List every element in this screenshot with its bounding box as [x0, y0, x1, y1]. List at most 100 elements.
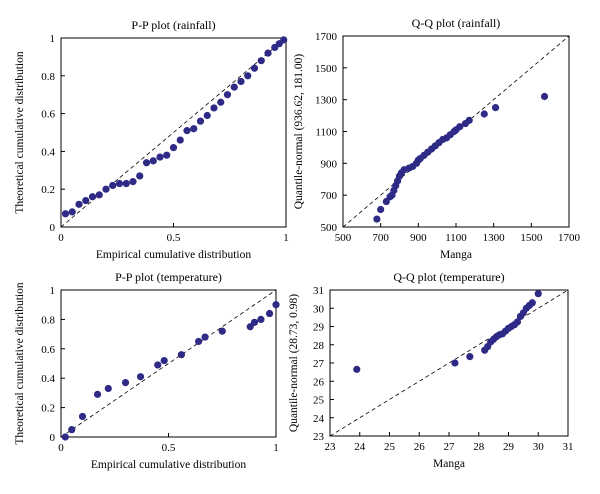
data-point	[149, 157, 157, 165]
data-point	[230, 83, 238, 91]
x-tick-label: 0.5	[167, 232, 181, 244]
y-axis-label: Quantile-normal (28.73, 0.98)	[288, 294, 300, 432]
data-point	[196, 117, 205, 125]
x-axis-label: Empirical cumulative distribution	[91, 459, 246, 471]
y-tick-label: 0.8	[41, 314, 55, 326]
data-point	[203, 111, 211, 120]
x-tick-label: 0.5	[162, 442, 176, 454]
data-point	[257, 315, 265, 323]
plot-frame	[60, 289, 277, 438]
data-point	[223, 91, 232, 99]
y-tick-label: 0.8	[41, 71, 55, 83]
data-point	[456, 123, 464, 131]
data-point	[195, 337, 203, 346]
x-axis-label: Empirical cumulative distribution	[96, 249, 251, 261]
x-tick-label: 29	[503, 441, 515, 453]
data-point	[466, 353, 474, 361]
chart-title: Q-Q plot (temperature)	[393, 270, 504, 284]
data-point	[210, 104, 218, 112]
data-point	[88, 193, 97, 201]
data-point	[244, 72, 252, 80]
data-point	[61, 210, 70, 218]
y-tick-label: 1300	[315, 95, 338, 107]
data-point	[190, 125, 198, 133]
x-tick-label: 23	[325, 441, 337, 453]
data-point	[142, 159, 151, 167]
chart-title: P-P plot (rainfall)	[131, 18, 215, 32]
data-point	[122, 179, 130, 188]
data-point	[183, 127, 191, 135]
data-point	[480, 110, 488, 118]
data-point	[160, 356, 168, 365]
y-tick-label: 900	[321, 158, 338, 170]
data-point	[61, 433, 69, 441]
y-tick-label: 0.4	[41, 146, 55, 158]
data-point	[280, 36, 288, 44]
x-tick-label: 26	[414, 441, 426, 453]
data-point	[78, 412, 87, 421]
data-point	[115, 179, 124, 188]
data-point	[201, 333, 209, 341]
data-point	[513, 318, 522, 326]
y-tick-label: 26	[313, 376, 325, 388]
data-point	[154, 361, 162, 369]
data-point	[246, 323, 254, 331]
plot-frame	[329, 289, 569, 437]
data-point	[163, 151, 171, 159]
data-point	[451, 359, 459, 367]
data-point	[121, 379, 130, 387]
x-tick-label: 700	[372, 232, 389, 244]
y-tick-label: 0.2	[41, 403, 55, 415]
x-tick-label: 27	[444, 441, 456, 453]
data-point	[93, 390, 102, 398]
x-tick-label: 24	[354, 441, 366, 453]
data-point	[109, 181, 117, 190]
y-tick-label: 27	[313, 358, 325, 370]
x-tick-label: 0	[58, 442, 64, 454]
y-axis-label: Theoretical cumulative distribution	[14, 282, 26, 444]
x-tick-label: 1500	[520, 232, 543, 244]
chart-title: Q-Q plot (rainfall)	[412, 16, 501, 30]
data-point	[218, 327, 226, 335]
reference-line	[60, 289, 277, 438]
data-point	[104, 384, 112, 393]
x-axis-label: Manga	[440, 249, 472, 261]
y-tick-label: 25	[313, 395, 325, 407]
x-tick-label: 28	[473, 441, 485, 453]
data-point	[250, 64, 259, 72]
chart-panel-1: 0 0.5 1 0 0.2 0.4 0.6 0.8 1 P-P plot (rainfall) Em…	[14, 18, 289, 261]
x-tick-label: 500	[335, 232, 352, 244]
data-point	[176, 136, 184, 144]
y-tick-label: 500	[321, 222, 338, 234]
y-tick-label: 700	[321, 190, 338, 202]
y-axis-label: Theoretical cumulative distribution	[14, 51, 26, 213]
y-tick-label: 0.6	[41, 109, 55, 121]
data-point	[465, 116, 473, 124]
x-tick-label: 1100	[445, 232, 467, 244]
data-point	[217, 98, 225, 106]
data-point	[540, 92, 549, 101]
chart-panel-4: 23 24 25 26 27 28 29 30 31 23 24 25 26 27 28 29 30 31 Q-Q …	[288, 270, 574, 470]
data-point	[373, 215, 381, 223]
data-point	[257, 57, 265, 65]
chart-panel-3: 0 0.5 1 0 0.2 0.4 0.6 0.8 1 P-P plot (temperature…	[14, 270, 280, 471]
x-tick-label: 900	[410, 232, 427, 244]
x-tick-label: 25	[384, 441, 396, 453]
data-point	[102, 185, 110, 193]
y-tick-label: 1100	[315, 127, 337, 139]
y-tick-label: 24	[313, 413, 325, 425]
y-tick-label: 28	[313, 340, 325, 352]
y-tick-label: 30	[313, 303, 325, 315]
data-point	[491, 104, 500, 112]
data-point	[129, 178, 137, 186]
data-point	[136, 172, 144, 180]
data-point	[377, 205, 385, 214]
y-tick-label: 31	[313, 285, 324, 297]
data-point	[534, 290, 542, 298]
y-tick-label: 0	[50, 222, 56, 234]
data-point	[95, 191, 103, 199]
data-point	[237, 77, 245, 86]
x-axis-label: Manga	[433, 458, 465, 470]
data-point	[75, 200, 83, 208]
y-tick-label: 0.2	[41, 184, 55, 196]
